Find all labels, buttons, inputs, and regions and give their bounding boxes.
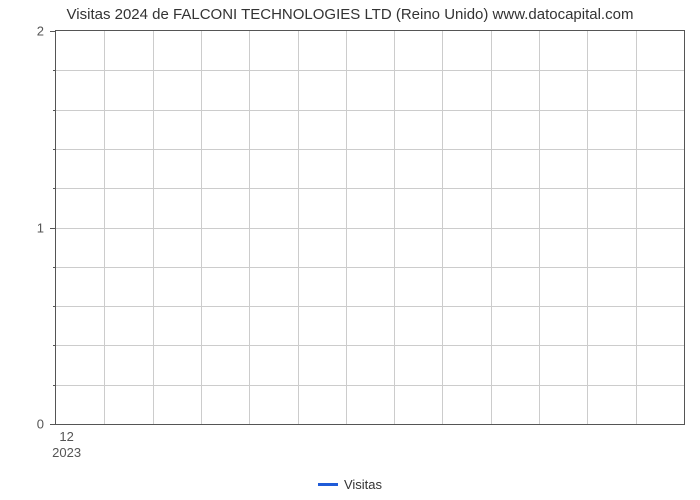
gridline-vertical <box>104 31 105 424</box>
gridline-horizontal <box>56 188 684 189</box>
ytick-label: 1 <box>37 220 56 235</box>
gridline-horizontal <box>56 385 684 386</box>
gridline-vertical <box>539 31 540 424</box>
ytick-label: 2 <box>37 24 56 39</box>
ytick-label: 0 <box>37 417 56 432</box>
legend-swatch-visitas <box>318 483 338 486</box>
gridline-vertical <box>298 31 299 424</box>
gridline-horizontal <box>56 306 684 307</box>
gridline-vertical <box>201 31 202 424</box>
x-year-label: 2023 <box>52 445 81 460</box>
legend: Visitas <box>0 477 700 492</box>
ytick-minor <box>53 306 56 307</box>
chart-title: Visitas 2024 de FALCONI TECHNOLOGIES LTD… <box>0 6 700 23</box>
ytick-minor <box>53 188 56 189</box>
gridline-vertical <box>153 31 154 424</box>
ytick-minor <box>53 149 56 150</box>
ytick-minor <box>53 267 56 268</box>
gridline-horizontal <box>56 70 684 71</box>
ytick-minor <box>53 345 56 346</box>
gridline-vertical <box>394 31 395 424</box>
gridline-vertical <box>249 31 250 424</box>
gridline-vertical <box>587 31 588 424</box>
ytick-minor <box>53 110 56 111</box>
gridline-vertical <box>491 31 492 424</box>
ytick-minor <box>53 70 56 71</box>
x-month-label: 12 <box>59 429 73 444</box>
gridline-vertical <box>442 31 443 424</box>
chart-container: Visitas 2024 de FALCONI TECHNOLOGIES LTD… <box>0 0 700 500</box>
gridline-horizontal <box>56 267 684 268</box>
legend-label-visitas: Visitas <box>344 477 382 492</box>
gridline-horizontal <box>56 110 684 111</box>
gridline-horizontal <box>56 345 684 346</box>
gridline-vertical <box>636 31 637 424</box>
gridline-horizontal <box>56 149 684 150</box>
gridline-horizontal <box>56 228 684 229</box>
ytick-minor <box>53 385 56 386</box>
plot-area: 012 <box>55 30 685 425</box>
gridline-vertical <box>346 31 347 424</box>
